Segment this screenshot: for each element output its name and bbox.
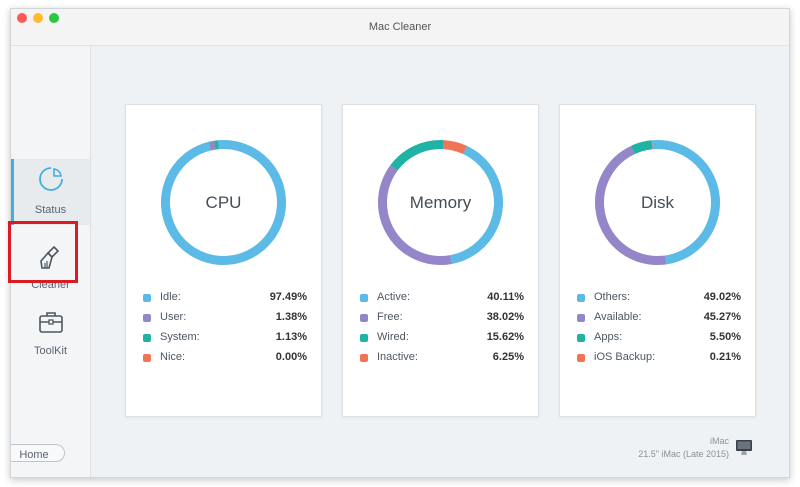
legend-swatch bbox=[143, 294, 151, 302]
stat-row: Inactive: 6.25% bbox=[357, 350, 524, 370]
legend-swatch bbox=[360, 354, 368, 362]
card-title: Disk bbox=[640, 193, 675, 212]
device-model: 21.5" iMac (Late 2015) bbox=[638, 449, 729, 459]
toolbox-icon bbox=[39, 312, 63, 333]
stat-label: Active: bbox=[377, 291, 411, 303]
stat-label: User: bbox=[160, 311, 187, 323]
minimize-window-button[interactable] bbox=[33, 13, 43, 23]
stat-label: Free: bbox=[377, 311, 403, 323]
app-window: Mac Cleaner Status Cleaner bbox=[10, 8, 790, 478]
stat-value: 1.38% bbox=[275, 311, 307, 323]
donut-segment-active bbox=[378, 140, 503, 265]
stat-value: 5.50% bbox=[709, 331, 741, 343]
stat-row: Wired: 15.62% bbox=[357, 330, 524, 350]
stat-value: 15.62% bbox=[486, 331, 524, 343]
sidebar-item-status[interactable]: Status bbox=[11, 159, 90, 225]
imac-icon bbox=[736, 440, 752, 455]
broom-icon bbox=[40, 245, 60, 269]
donut-segment-free bbox=[378, 140, 503, 265]
zoom-window-button[interactable] bbox=[49, 13, 59, 23]
home-button[interactable]: Home bbox=[11, 444, 65, 462]
legend-swatch bbox=[143, 354, 151, 362]
stat-row: Idle: 97.49% bbox=[140, 290, 307, 310]
stat-label: Apps: bbox=[594, 331, 623, 343]
card-title: CPU bbox=[205, 193, 242, 212]
stat-value: 49.02% bbox=[703, 291, 741, 303]
cpu-stats: Idle: 97.49% User: 1.38% System: 1.13% Nice: 0.… bbox=[140, 290, 307, 370]
stat-label: Wired: bbox=[377, 331, 409, 343]
stat-value: 0.21% bbox=[709, 351, 741, 363]
legend-swatch bbox=[577, 294, 585, 302]
device-info: iMac 21.5" iMac (Late 2015) bbox=[638, 435, 729, 461]
stat-value: 6.25% bbox=[492, 351, 524, 363]
stat-label: Inactive: bbox=[377, 351, 418, 363]
stat-value: 97.49% bbox=[269, 291, 307, 303]
legend-swatch bbox=[143, 314, 151, 322]
status-pie-icon bbox=[39, 167, 63, 191]
disk-donut-chart bbox=[595, 139, 720, 265]
stat-row: Free: 38.02% bbox=[357, 310, 524, 330]
stat-value: 40.11% bbox=[487, 291, 524, 303]
title-bar: Mac Cleaner bbox=[11, 9, 789, 46]
stat-value: 0.00% bbox=[275, 351, 307, 363]
sidebar: Status Cleaner ToolKit Home bbox=[11, 46, 91, 477]
card-title: Memory bbox=[409, 193, 472, 212]
disk-stats: Others: 49.02% Available: 45.27% Apps: 5.50% i… bbox=[574, 290, 741, 370]
sidebar-item-label: ToolKit bbox=[33, 345, 68, 357]
stat-label: Available: bbox=[594, 311, 642, 323]
stat-label: iOS Backup: bbox=[594, 351, 656, 363]
legend-swatch bbox=[577, 334, 585, 342]
legend-swatch bbox=[360, 294, 368, 302]
sidebar-item-toolkit[interactable]: ToolKit bbox=[11, 302, 90, 368]
cpu-card: CPU Idle: 97.49% User: 1.38% System: 1.13% Nic… bbox=[125, 104, 322, 417]
donut-segment-system bbox=[161, 139, 286, 265]
stat-row: System: 1.13% bbox=[140, 330, 307, 350]
legend-swatch bbox=[360, 334, 368, 342]
stat-label: Others: bbox=[594, 291, 631, 303]
stat-row: Nice: 0.00% bbox=[140, 350, 307, 370]
legend-swatch bbox=[577, 354, 585, 362]
legend-swatch bbox=[577, 314, 585, 322]
stat-row: User: 1.38% bbox=[140, 310, 307, 330]
stat-row: iOS Backup: 0.21% bbox=[574, 350, 741, 370]
stat-row: Available: 45.27% bbox=[574, 310, 741, 330]
donut-segment-ios-backup bbox=[595, 139, 720, 265]
cpu-donut-chart bbox=[161, 139, 286, 265]
stat-label: Idle: bbox=[160, 291, 181, 303]
device-name: iMac bbox=[709, 436, 729, 446]
donut-segment-available bbox=[595, 139, 720, 265]
legend-swatch bbox=[143, 334, 151, 342]
memory-stats: Active: 40.11% Free: 38.02% Wired: 15.62% Inac… bbox=[357, 290, 524, 370]
stat-value: 1.13% bbox=[275, 331, 307, 343]
window-title: Mac Cleaner bbox=[368, 21, 432, 33]
stat-value: 45.27% bbox=[703, 311, 741, 323]
cleaner-highlight-box bbox=[8, 221, 78, 283]
stat-label: Nice: bbox=[160, 351, 186, 363]
sidebar-item-label: Status bbox=[34, 204, 67, 216]
legend-swatch bbox=[360, 314, 368, 322]
stat-row: Apps: 5.50% bbox=[574, 330, 741, 350]
memory-card: Memory Active: 40.11% Free: 38.02% Wired: 15.… bbox=[342, 104, 539, 417]
close-window-button[interactable] bbox=[17, 13, 27, 23]
stat-value: 38.02% bbox=[486, 311, 524, 323]
memory-donut-chart bbox=[378, 140, 503, 265]
stat-label: System: bbox=[160, 331, 200, 343]
disk-card: Disk Others: 49.02% Available: 45.27% Apps: 5… bbox=[559, 104, 756, 417]
stat-row: Active: 40.11% bbox=[357, 290, 524, 310]
stat-row: Others: 49.02% bbox=[574, 290, 741, 310]
